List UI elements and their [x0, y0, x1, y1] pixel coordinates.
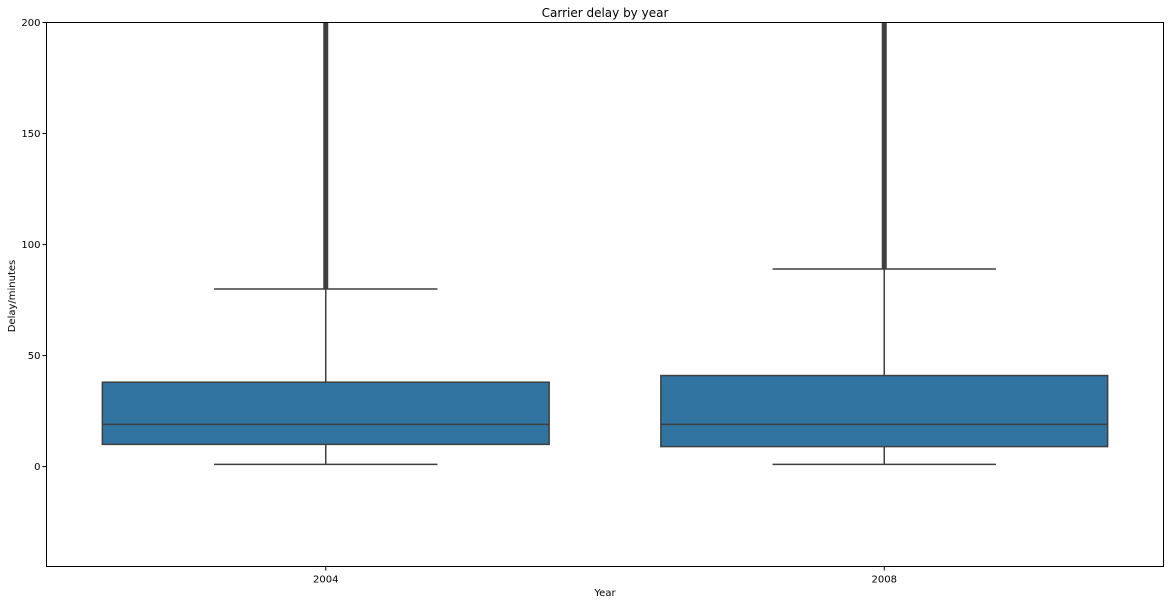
y-tick-label-0: 0	[34, 462, 40, 473]
box-group-2004	[101, 22, 550, 466]
y-tick-label-200: 200	[21, 18, 40, 29]
y-tick-label-150: 150	[21, 129, 40, 140]
x-tick-label-2008: 2008	[872, 575, 897, 586]
y-tick-label-50: 50	[28, 351, 41, 362]
box-2004	[101, 381, 550, 446]
y-axis-label: Delay/minutes	[7, 260, 18, 333]
x-axis: 2004 2008	[313, 566, 897, 586]
box-group-2008	[660, 22, 1109, 466]
y-tick-label-100: 100	[21, 240, 40, 251]
x-tick-label-2004: 2004	[313, 575, 338, 586]
plot-frame	[46, 22, 1164, 567]
plot-area	[101, 22, 1109, 466]
y-axis: 0 50 100 150 200	[21, 18, 47, 473]
chart-title: Carrier delay by year	[542, 6, 669, 20]
box-2008	[660, 374, 1109, 448]
x-axis-label: Year	[593, 588, 616, 599]
